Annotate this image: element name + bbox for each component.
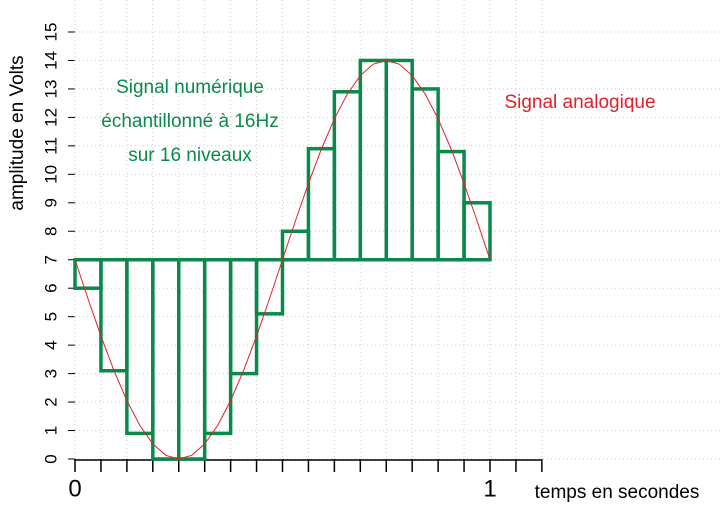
sample-bar	[384, 58, 414, 262]
y-tick-label: 9	[41, 198, 60, 207]
series-label: Signal analogique	[504, 92, 655, 113]
y-tick-label: 3	[41, 369, 60, 378]
sample-bar	[99, 257, 129, 373]
y-tick-label: 14	[41, 51, 60, 70]
sample-bar	[358, 58, 388, 262]
x-axis-label: temps en secondes	[535, 482, 700, 503]
x-tick-label: 1	[483, 475, 496, 502]
y-tick-label: 10	[41, 165, 60, 184]
y-tick-label: 4	[41, 340, 60, 349]
y-tick-label: 5	[41, 312, 60, 321]
sample-bar	[280, 229, 311, 262]
y-tick-label: 11	[41, 137, 60, 155]
sample-bar	[177, 257, 207, 461]
y-axis-label: amplitude en Volts	[7, 55, 28, 210]
sample-bar	[254, 257, 285, 316]
y-tick-label: 13	[41, 79, 60, 98]
y-tick-label: 1	[41, 426, 60, 435]
series-label: sur 16 niveaux	[128, 145, 252, 166]
y-tick-label: 15	[41, 23, 60, 42]
series-label: Signal numérique	[116, 77, 264, 98]
sample-bar	[306, 146, 337, 262]
y-tick-label: 0	[41, 454, 60, 463]
y-tick-label: 2	[41, 397, 60, 406]
analog-line	[74, 59, 491, 460]
x-tick-label: 0	[68, 475, 81, 502]
sample-bar	[436, 149, 466, 262]
sample-bar	[151, 257, 181, 461]
sample-bar	[410, 87, 440, 262]
y-tick-label: 6	[41, 283, 60, 292]
y-tick-label: 8	[41, 227, 60, 236]
sample-bar	[73, 257, 103, 290]
series-label: échantillonné à 16Hz	[101, 111, 278, 132]
y-tick-label: 12	[41, 108, 60, 127]
y-tick-label: 7	[41, 255, 60, 264]
